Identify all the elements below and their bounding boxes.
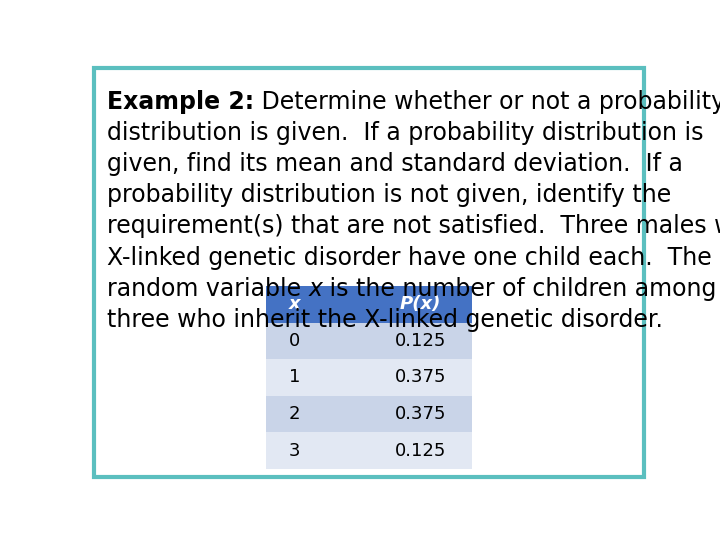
Text: Determine whether or not a probability: Determine whether or not a probability — [254, 90, 720, 114]
Text: 0.375: 0.375 — [395, 405, 446, 423]
Text: Example 2:: Example 2: — [107, 90, 254, 114]
Text: x: x — [308, 277, 323, 301]
Bar — [266, 322, 369, 359]
Text: 2: 2 — [289, 405, 300, 423]
Bar — [369, 396, 472, 433]
Bar — [369, 433, 472, 469]
Bar — [369, 286, 472, 322]
Bar — [266, 286, 369, 322]
Text: 3: 3 — [289, 442, 300, 460]
Bar — [266, 396, 369, 433]
Text: 0.375: 0.375 — [395, 368, 446, 387]
Text: given, find its mean and standard deviation.  If a: given, find its mean and standard deviat… — [107, 152, 683, 176]
Text: random variable: random variable — [107, 277, 308, 301]
Text: x: x — [289, 295, 300, 313]
Text: probability distribution is not given, identify the: probability distribution is not given, i… — [107, 183, 671, 207]
Text: 1: 1 — [289, 368, 300, 387]
Bar — [369, 322, 472, 359]
Text: X-linked genetic disorder have one child each.  The: X-linked genetic disorder have one child… — [107, 246, 711, 269]
Text: distribution is given.  If a probability distribution is: distribution is given. If a probability … — [107, 121, 703, 145]
Text: 0: 0 — [289, 332, 300, 350]
Bar — [266, 359, 369, 396]
FancyBboxPatch shape — [94, 68, 644, 477]
Text: 0.125: 0.125 — [395, 442, 446, 460]
Bar — [266, 433, 369, 469]
Text: is the number of children among the: is the number of children among the — [323, 277, 720, 301]
Text: requirement(s) that are not satisfied.  Three males with: requirement(s) that are not satisfied. T… — [107, 214, 720, 239]
Text: three who inherit the X-linked genetic disorder.: three who inherit the X-linked genetic d… — [107, 308, 662, 332]
Text: P(x): P(x) — [400, 295, 441, 313]
Text: 0.125: 0.125 — [395, 332, 446, 350]
Bar — [369, 359, 472, 396]
